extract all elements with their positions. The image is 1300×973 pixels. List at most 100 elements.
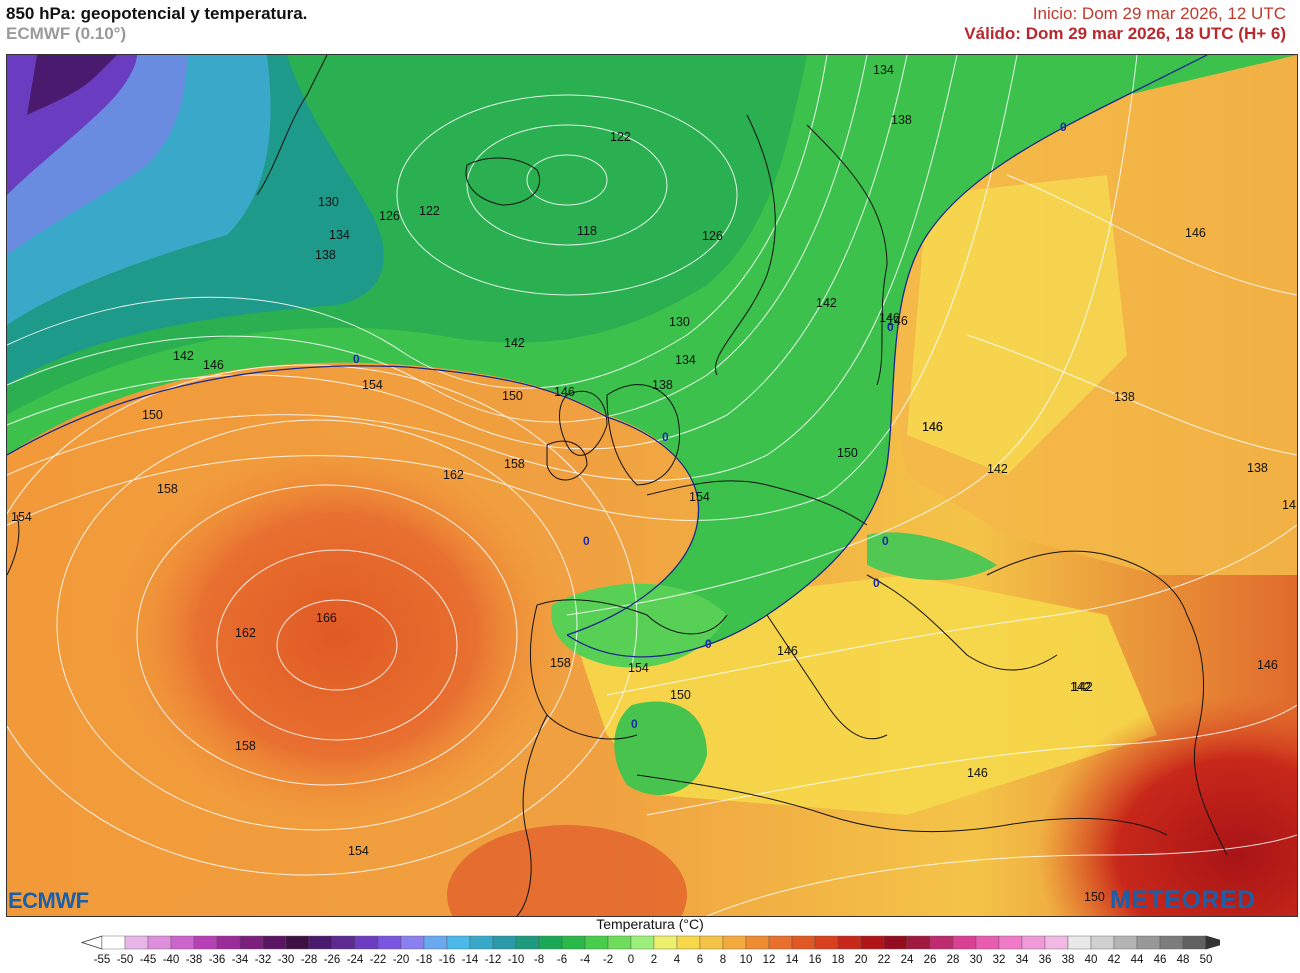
legend-tick: 28	[947, 954, 960, 966]
legend-swatch	[262, 935, 287, 950]
zero-label: 0	[873, 576, 880, 590]
zero-label: 0	[882, 534, 889, 548]
legend-tick: 48	[1177, 954, 1190, 966]
legend-swatch	[699, 935, 724, 950]
legend-swatch	[722, 935, 747, 950]
legend-swatch	[814, 935, 839, 950]
legend-tick: -24	[347, 954, 364, 966]
coastlines	[7, 55, 1228, 916]
legend-swatch	[1044, 935, 1069, 950]
deep-purple-region	[27, 55, 117, 115]
legend-tick: 4	[674, 954, 681, 966]
zero-isotherm	[7, 55, 1208, 658]
contour-label: 146	[203, 358, 224, 372]
contour-label: 146	[887, 314, 908, 328]
meteored-logo: METEORED	[1110, 886, 1256, 914]
legend-swatch	[1182, 935, 1207, 950]
map-canvas: 134 138 122 130 126 122 134 138 118 126 …	[7, 55, 1297, 916]
legend-tick: -26	[324, 954, 341, 966]
contour-label: 146	[777, 644, 798, 658]
legend-tick: -10	[508, 954, 525, 966]
legend-arrow-low	[80, 935, 103, 950]
contour-label: 154	[689, 490, 710, 504]
legend-tick: 26	[924, 954, 937, 966]
contour-label: 134	[873, 63, 894, 77]
legend-swatch	[1067, 935, 1092, 950]
legend-swatch	[1090, 935, 1115, 950]
legend-tick: 24	[901, 954, 914, 966]
contour-label: 162	[443, 468, 464, 482]
legend-tick: 44	[1131, 954, 1144, 966]
map-title: 850 hPa: geopotencial y temperatura.	[6, 4, 308, 23]
legend-swatch	[354, 935, 379, 950]
legend-swatch	[906, 935, 931, 950]
ecmwf-logo: ECMWF	[8, 888, 89, 913]
contour-label: 142	[987, 462, 1008, 476]
legend-swatch	[170, 935, 195, 950]
zero-label: 0	[705, 637, 712, 651]
legend-tick: -36	[209, 954, 226, 966]
legend-swatch	[952, 935, 977, 950]
legend-tick: -4	[580, 954, 591, 966]
zero-label: 0	[583, 534, 590, 548]
contour-label: 150	[1084, 890, 1105, 904]
legend-arrow-high	[1205, 935, 1230, 950]
legend-tick: 20	[855, 954, 868, 966]
contour-label: 142	[1070, 680, 1091, 694]
legend-swatch	[423, 935, 448, 950]
legend-title: Temperatura (°C)	[596, 916, 704, 932]
legend-tick: 36	[1039, 954, 1052, 966]
init-time: Inicio: Dom 29 mar 2026, 12 UTC	[1032, 4, 1286, 23]
legend-swatch	[1021, 935, 1046, 950]
legend-tick: 6	[697, 954, 703, 966]
legend-tick: 38	[1062, 954, 1075, 966]
legend-tick: 16	[809, 954, 822, 966]
contour-label: 146	[922, 420, 943, 434]
legend-tick: -20	[393, 954, 410, 966]
legend-swatch	[561, 935, 586, 950]
contour-label: 158	[550, 656, 571, 670]
contour-label: 138	[891, 113, 912, 127]
zero-label: 0	[631, 717, 638, 731]
atlantic-high-core	[107, 435, 567, 835]
contour-label: 150	[837, 446, 858, 460]
contour-label: 150	[142, 408, 163, 422]
legend-tick: -50	[117, 954, 134, 966]
contour-label: 146	[1257, 658, 1278, 672]
contour-label: 154	[348, 844, 369, 858]
contour-label: 142	[173, 349, 194, 363]
contour-label: 150	[670, 688, 691, 702]
zero-label: 0	[887, 320, 894, 334]
contour-label: 146	[554, 385, 575, 399]
contour-label: 150	[502, 389, 523, 403]
contour-label: 122	[419, 204, 440, 218]
legend-tick: 10	[740, 954, 753, 966]
contour-label: 134	[329, 228, 350, 242]
legend-swatch	[331, 935, 356, 950]
legend-tick: -55	[94, 954, 111, 966]
contour-labels: 134 138 122 130 126 122 134 138 118 126 …	[11, 63, 1296, 904]
legend-swatch	[285, 935, 310, 950]
legend-tick: -28	[301, 954, 318, 966]
legend-swatch	[124, 935, 149, 950]
contour-label: 142	[1072, 680, 1093, 694]
contour-label: 154	[628, 661, 649, 675]
weather-map[interactable]: 134 138 122 130 126 122 134 138 118 126 …	[6, 54, 1298, 917]
contour-label: 158	[504, 457, 525, 471]
legend-swatch	[400, 935, 425, 950]
legend-swatch	[653, 935, 678, 950]
balkans-green	[867, 532, 997, 580]
legend-swatch	[745, 935, 770, 950]
legend-swatch	[492, 935, 517, 950]
legend-tick: 8	[720, 954, 726, 966]
sahara-warm	[447, 825, 687, 916]
contour-label: 142	[816, 296, 837, 310]
contour-label: 138	[1114, 390, 1135, 404]
legend-swatch	[193, 935, 218, 950]
legend-swatch	[768, 935, 793, 950]
legend-swatch	[791, 935, 816, 950]
contour-label: 154	[11, 510, 32, 524]
contour-label: 158	[157, 482, 178, 496]
legend-tick: -6	[557, 954, 567, 966]
contour-label: 146	[1185, 226, 1206, 240]
